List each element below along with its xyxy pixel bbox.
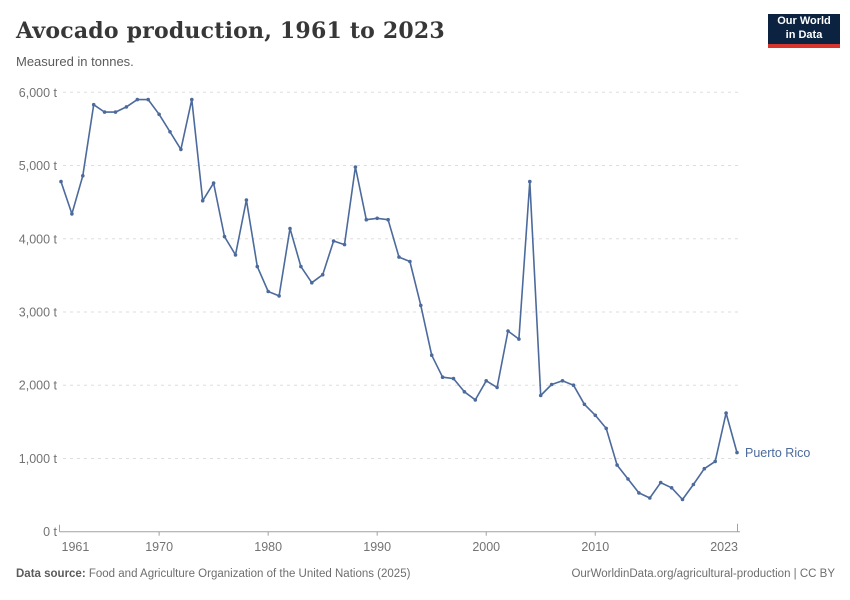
- data-point: [473, 398, 478, 402]
- x-axis-label: 1961: [62, 540, 90, 554]
- data-point: [702, 466, 707, 471]
- data-point: [408, 259, 412, 264]
- data-point: [713, 459, 717, 464]
- data-point: [113, 110, 118, 114]
- data-point: [528, 179, 532, 184]
- data-point: [626, 477, 630, 481]
- data-point: [277, 294, 281, 298]
- data-point: [582, 402, 587, 407]
- data-point: [658, 480, 663, 485]
- data-point: [266, 289, 271, 294]
- data-point: [353, 165, 358, 169]
- data-point: [495, 385, 499, 390]
- data-point: [484, 379, 489, 383]
- data-point: [560, 379, 565, 383]
- y-axis-label: 1,000 t: [19, 452, 58, 466]
- data-point: [200, 198, 205, 203]
- data-point: [691, 482, 696, 487]
- data-point: [168, 130, 172, 134]
- data-point: [288, 226, 292, 231]
- data-point: [244, 198, 249, 202]
- data-point: [517, 337, 521, 341]
- y-axis-label: 0 t: [43, 525, 57, 539]
- data-point: [157, 112, 161, 117]
- data-point: [135, 97, 140, 102]
- data-point: [299, 264, 303, 269]
- data-point: [419, 303, 423, 308]
- footer-datasource: Data source: Food and Agriculture Organi…: [16, 568, 410, 580]
- data-point: [451, 376, 456, 381]
- data-point: [593, 413, 598, 418]
- series-label-puerto-rico: Puerto Rico: [745, 446, 810, 460]
- production-line: [60, 98, 738, 501]
- data-point: [615, 463, 619, 467]
- data-point: [70, 212, 74, 216]
- data-point: [179, 147, 183, 152]
- owid-logo-line2: in Data: [785, 29, 823, 41]
- data-point: [211, 181, 216, 185]
- y-axis-label: 3,000 t: [19, 306, 58, 320]
- page-title: Avocado production, 1961 to 2023: [16, 18, 445, 44]
- owid-logo-line1: Our World: [777, 15, 831, 28]
- data-point: [255, 264, 260, 269]
- y-axis-label: 2,000 t: [19, 379, 58, 393]
- data-point: [549, 382, 554, 387]
- chart-footer: Data source: Food and Agriculture Organi…: [0, 568, 850, 590]
- page-subtitle: Measured in tonnes.: [16, 54, 134, 69]
- data-point: [680, 497, 685, 502]
- data-point: [81, 174, 85, 178]
- data-point: [124, 105, 129, 109]
- data-point: [190, 97, 194, 102]
- y-axis-label: 5,000 t: [19, 159, 58, 173]
- data-point: [724, 411, 728, 415]
- data-point: [429, 353, 434, 358]
- data-point: [91, 102, 96, 107]
- x-axis-label: 1990: [363, 540, 391, 554]
- data-point: [648, 496, 652, 500]
- footer-datasource-text: Food and Agriculture Organization of the…: [85, 568, 411, 580]
- data-point: [59, 179, 63, 184]
- data-point: [604, 426, 608, 431]
- data-point: [506, 329, 510, 333]
- data-point: [462, 390, 467, 394]
- data-point: [331, 239, 336, 243]
- data-point: [538, 393, 543, 398]
- data-point: [146, 97, 150, 102]
- y-axis-label: 6,000 t: [19, 86, 58, 100]
- x-axis-label: 1980: [254, 540, 282, 554]
- data-point: [102, 110, 107, 114]
- data-point: [320, 272, 325, 277]
- data-point: [571, 383, 576, 388]
- data-point: [440, 375, 445, 380]
- data-point: [397, 255, 401, 259]
- data-point: [233, 253, 238, 257]
- data-point: [364, 217, 369, 222]
- x-axis-label: 2000: [472, 540, 500, 554]
- data-point: [735, 450, 739, 455]
- x-axis-label: 2023: [710, 540, 738, 554]
- data-point: [342, 242, 347, 247]
- x-axis-label: 2010: [581, 540, 609, 554]
- owid-logo: Our World in Data: [768, 14, 840, 48]
- data-point: [637, 491, 641, 495]
- footer-datasource-label: Data source:: [16, 568, 86, 580]
- data-point: [222, 234, 227, 239]
- data-point: [375, 216, 380, 221]
- footer-license: OurWorldinData.org/agricultural-producti…: [571, 568, 835, 580]
- y-axis-label: 4,000 t: [19, 232, 58, 246]
- data-point: [669, 486, 674, 490]
- data-point: [310, 280, 314, 285]
- x-axis-label: 1970: [145, 540, 173, 554]
- data-point: [386, 217, 390, 222]
